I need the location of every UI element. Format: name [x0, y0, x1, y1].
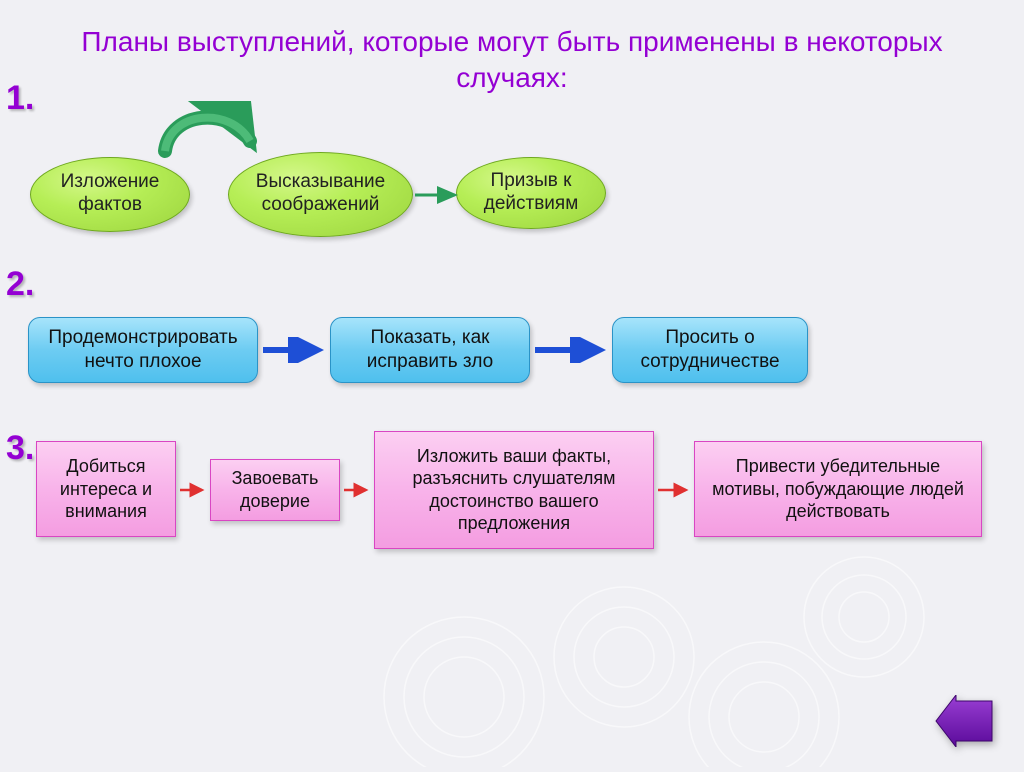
flow-row-3: 3. Добиться интереса и внимания Завоеват… — [0, 417, 1024, 587]
arrow-icon — [532, 337, 612, 363]
node-label: Продемонстрировать нечто плохое — [43, 326, 243, 374]
node-label: Завоевать доверие — [221, 467, 329, 512]
node-label: Показать, как исправить зло — [345, 326, 515, 374]
node-demonstrate-bad: Продемонстрировать нечто плохое — [28, 317, 258, 383]
node-label: Высказывание соображений — [237, 171, 404, 217]
node-explain-facts: Изложить ваши факты, разъяснить слушател… — [374, 431, 654, 549]
nav-back-button[interactable] — [934, 695, 994, 747]
flow-row-2: 2. Продемонстрировать нечто плохое Показ… — [0, 277, 1024, 417]
node-label: Добиться интереса и внимания — [47, 455, 165, 523]
node-win-trust: Завоевать доверие — [210, 459, 340, 521]
row-number-1: 1. — [6, 79, 34, 118]
node-ask-cooperation: Просить о сотрудничестве — [612, 317, 808, 383]
curved-arrow-icon — [150, 101, 270, 171]
arrow-icon — [342, 481, 374, 499]
node-call-to-action: Призыв к действиям — [456, 157, 606, 229]
arrow-icon — [413, 185, 463, 205]
node-label: Призыв к действиям — [465, 170, 597, 216]
flow-row-1: 1. Изложение фактов Высказывание соображ… — [0, 107, 1024, 277]
node-label: Просить о сотрудничестве — [627, 326, 793, 374]
node-label: Изложение фактов — [39, 171, 181, 217]
row-number-3: 3. — [6, 429, 34, 468]
node-motivate: Привести убедительные мотивы, побуждающи… — [694, 441, 982, 537]
arrow-icon — [178, 481, 210, 499]
arrow-icon — [260, 337, 330, 363]
node-gain-interest: Добиться интереса и внимания — [36, 441, 176, 537]
page-title: Планы выступлений, которые могут быть пр… — [0, 0, 1024, 107]
node-show-fix: Показать, как исправить зло — [330, 317, 530, 383]
node-label: Изложить ваши факты, разъяснить слушател… — [385, 445, 643, 535]
row-number-2: 2. — [6, 265, 34, 304]
node-label: Привести убедительные мотивы, побуждающи… — [705, 455, 971, 523]
arrow-icon — [656, 481, 694, 499]
